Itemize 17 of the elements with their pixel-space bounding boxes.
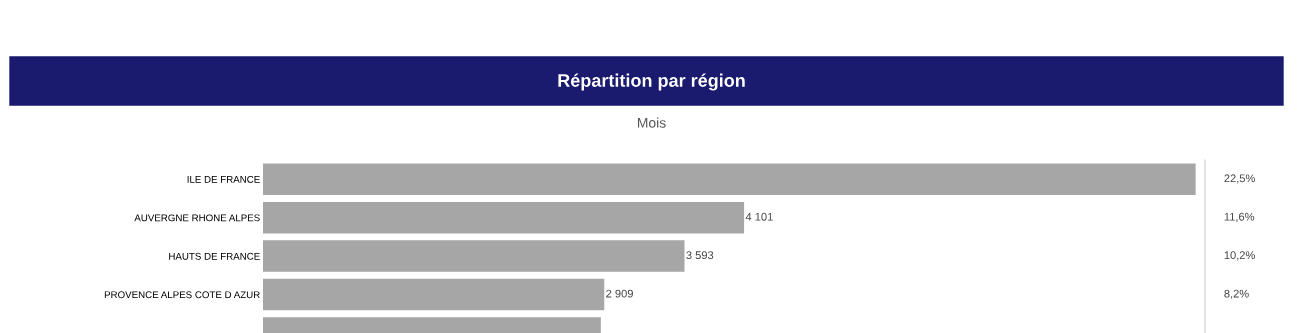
- bar: [263, 240, 685, 272]
- text: 11,6%: [1224, 212, 1255, 222]
- chart-title: Répartition par région: [558, 73, 745, 91]
- y-tick-label: AUVERGNE RHONE ALPES: [134, 214, 260, 222]
- text: 22,5%: [1224, 174, 1255, 184]
- bar: [263, 278, 605, 311]
- bar: [263, 201, 745, 234]
- y-tick-label: PROVENCE ALPES COTE D AZUR: [104, 291, 260, 299]
- data-label: 3 593: [686, 251, 714, 260]
- data-label: 2 909: [606, 289, 633, 298]
- text: 8,2%: [1224, 289, 1249, 299]
- chart-subtitle: Mois: [637, 117, 666, 128]
- y-tick-label: HAUTS DE FRANCE: [169, 252, 260, 260]
- y-tick-label: ILE DE FRANCE: [187, 175, 260, 183]
- bar: [263, 163, 1196, 195]
- text: 10,2%: [1224, 251, 1255, 261]
- data-label: 4 101: [745, 212, 773, 221]
